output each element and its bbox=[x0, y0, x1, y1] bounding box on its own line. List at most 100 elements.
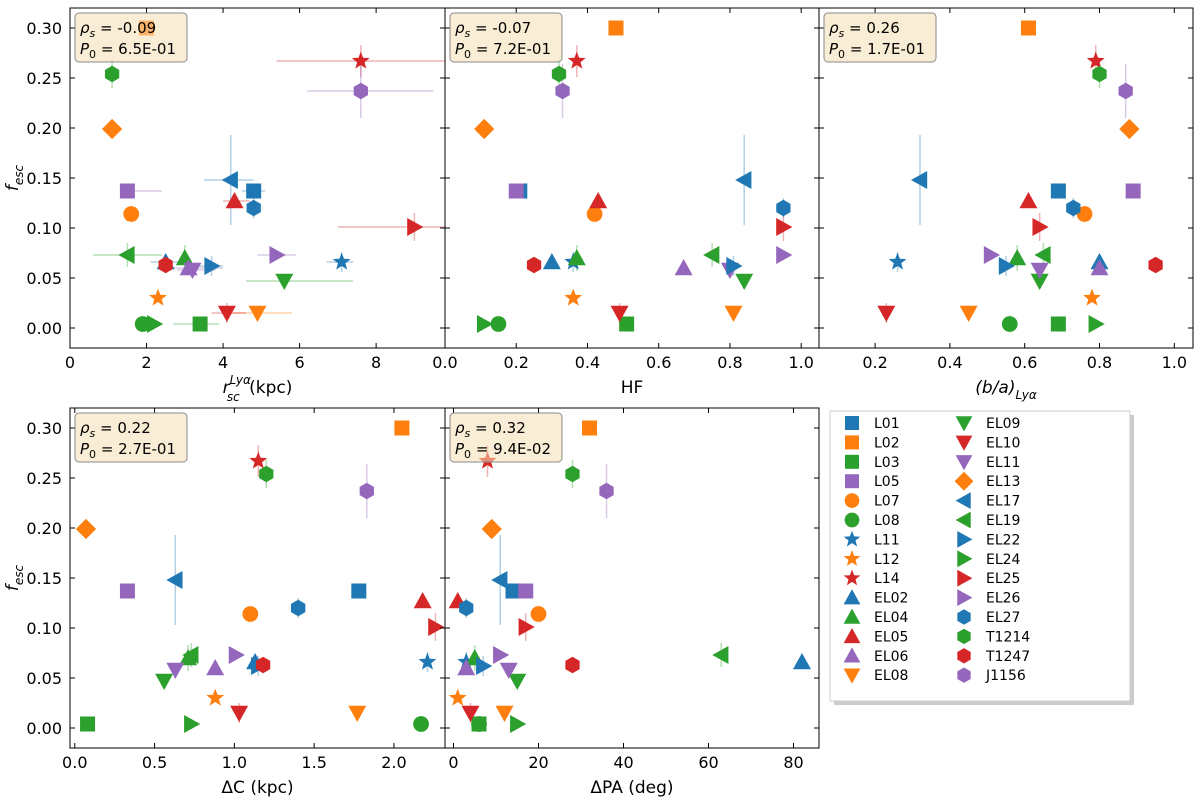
point-L14 bbox=[249, 451, 268, 469]
point-T1214 bbox=[104, 65, 120, 83]
point-T1214 bbox=[551, 65, 567, 83]
legend-label: L07 bbox=[874, 494, 900, 510]
y-tick-label: 0.10 bbox=[26, 619, 62, 638]
rho-stat: ρs = 0.26 bbox=[829, 19, 900, 40]
legend-label: T1247 bbox=[985, 649, 1030, 665]
point-EL27 bbox=[776, 199, 791, 217]
point-EL08 bbox=[959, 305, 978, 322]
legend-marker bbox=[845, 454, 859, 469]
point-EL25 bbox=[776, 218, 793, 236]
y-tick-label: 0.05 bbox=[26, 669, 62, 688]
point-EL08 bbox=[348, 705, 367, 722]
point-L05 bbox=[1125, 183, 1141, 199]
point-EL09 bbox=[735, 273, 754, 290]
point-L08 bbox=[490, 316, 507, 332]
legend-item-EL02: EL02 bbox=[843, 589, 908, 607]
p-stat: P0 = 7.2E-01 bbox=[455, 40, 551, 61]
legend-item-L11: L11 bbox=[843, 530, 900, 548]
point-L11 bbox=[888, 252, 907, 270]
x-tick-label: 2.0 bbox=[381, 753, 406, 772]
point-L05 bbox=[518, 583, 534, 599]
point-L12 bbox=[149, 288, 167, 306]
point-L11 bbox=[332, 252, 351, 270]
points bbox=[75, 420, 445, 733]
legend-item-L08: L08 bbox=[844, 512, 900, 529]
legend-label: EL22 bbox=[986, 532, 1020, 548]
legend-marker bbox=[845, 416, 859, 430]
point-L12 bbox=[206, 688, 225, 706]
point-EL09 bbox=[155, 673, 174, 690]
legend-marker bbox=[955, 435, 973, 451]
x-tick-label: 0.0 bbox=[432, 353, 457, 372]
legend-marker bbox=[955, 416, 973, 432]
point-EL06 bbox=[206, 659, 225, 676]
legend-marker bbox=[843, 530, 861, 547]
point-L05 bbox=[508, 183, 524, 199]
x-tick-label: 80 bbox=[783, 753, 803, 772]
legend-marker bbox=[954, 471, 974, 491]
x-tick-label: 4 bbox=[218, 353, 228, 372]
x-tick-label: 1.0 bbox=[1162, 353, 1187, 372]
point-L05 bbox=[119, 583, 135, 599]
points bbox=[474, 20, 793, 333]
legend-item-EL04: EL04 bbox=[843, 608, 909, 626]
point-L08 bbox=[413, 716, 429, 732]
x-tick-label: 0.0 bbox=[62, 753, 87, 772]
legend-marker bbox=[844, 512, 860, 528]
legend-item-EL09: EL09 bbox=[955, 416, 1020, 432]
stats-box-bg bbox=[74, 12, 188, 63]
x-tick-label: 0.2 bbox=[862, 353, 887, 372]
legend-item-J1156: J1156 bbox=[957, 667, 1026, 684]
y-axis-label: fesc bbox=[3, 564, 26, 591]
legend-label: L08 bbox=[874, 513, 900, 529]
point-EL05 bbox=[589, 192, 608, 209]
legend-marker bbox=[957, 628, 971, 645]
legend-item-EL13: EL13 bbox=[954, 471, 1020, 491]
legend-marker bbox=[845, 435, 859, 450]
point-L01 bbox=[246, 183, 262, 199]
legend-label: EL27 bbox=[986, 610, 1020, 626]
legend-label: EL06 bbox=[874, 649, 909, 665]
point-EL17 bbox=[735, 171, 752, 189]
point-T1247 bbox=[158, 256, 173, 274]
point-L02 bbox=[608, 20, 624, 36]
legend-marker bbox=[843, 589, 861, 605]
point-T1247 bbox=[1148, 256, 1163, 274]
point-EL13 bbox=[1119, 118, 1140, 140]
point-EL17 bbox=[910, 171, 928, 189]
legend-label: EL13 bbox=[986, 474, 1020, 490]
p-stat: P0 = 9.4E-02 bbox=[455, 440, 551, 461]
legend-label: J1156 bbox=[985, 668, 1026, 684]
point-L03 bbox=[619, 316, 635, 332]
legend-label: EL24 bbox=[986, 552, 1021, 568]
legend-item-EL25: EL25 bbox=[957, 569, 1020, 587]
point-T1247 bbox=[565, 656, 580, 674]
y-tick-label: 0.30 bbox=[26, 19, 62, 38]
point-EL05 bbox=[413, 592, 432, 609]
point-EL10 bbox=[217, 305, 236, 322]
legend-marker bbox=[844, 493, 860, 508]
point-EL19 bbox=[712, 646, 729, 664]
x-tick-label: 20 bbox=[528, 753, 548, 772]
point-T1214 bbox=[565, 465, 580, 483]
legend-item-L07: L07 bbox=[844, 493, 900, 510]
legend-marker bbox=[843, 647, 861, 663]
legend-item-EL06: EL06 bbox=[843, 647, 909, 665]
legend-label: EL17 bbox=[986, 494, 1020, 510]
point-EL19 bbox=[703, 246, 720, 264]
legend-item-EL11: EL11 bbox=[955, 455, 1020, 471]
legend-marker bbox=[957, 667, 971, 683]
x-axis-label: HF bbox=[621, 378, 644, 398]
x-tick-label: 1.0 bbox=[788, 353, 813, 372]
legend-item-EL22: EL22 bbox=[957, 531, 1020, 548]
point-EL25 bbox=[518, 618, 535, 636]
y-tick-label: 0.00 bbox=[26, 319, 62, 338]
point-EL24 bbox=[184, 715, 201, 733]
legend-marker bbox=[843, 628, 861, 644]
rho-stat: ρs = 0.22 bbox=[80, 419, 151, 440]
x-tick-label: 6 bbox=[294, 353, 304, 372]
